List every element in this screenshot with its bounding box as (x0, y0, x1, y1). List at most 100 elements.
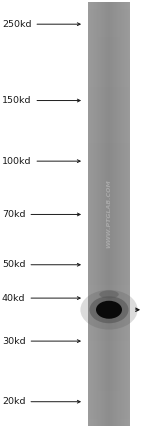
Bar (88, 45, 130, 51)
Bar (118, 2, 119, 426)
Bar (88, 334, 130, 341)
Bar (129, 2, 130, 426)
Bar (88, 172, 130, 178)
Bar (94, 2, 95, 426)
Ellipse shape (99, 291, 119, 298)
Text: WWW.PTGLAB.COM: WWW.PTGLAB.COM (106, 180, 111, 248)
Bar (88, 256, 130, 264)
Bar (88, 101, 130, 108)
Bar (88, 129, 130, 136)
Bar (88, 143, 130, 150)
Bar (120, 2, 121, 426)
Bar (100, 2, 101, 426)
Bar (102, 2, 103, 426)
Bar (91, 2, 92, 426)
Bar (97, 2, 98, 426)
Bar (88, 122, 130, 129)
Bar (127, 2, 128, 426)
Bar (88, 398, 130, 405)
Bar (88, 16, 130, 23)
Bar (111, 2, 112, 426)
Bar (88, 87, 130, 94)
Ellipse shape (80, 290, 138, 330)
Bar (101, 2, 102, 426)
Bar (88, 348, 130, 355)
Bar (88, 73, 130, 80)
Bar (88, 363, 130, 369)
Bar (88, 369, 130, 377)
Bar (116, 2, 117, 426)
Bar (88, 150, 130, 158)
Bar (99, 2, 100, 426)
Bar (88, 164, 130, 172)
Bar (115, 2, 116, 426)
Bar (88, 250, 130, 256)
Bar (88, 136, 130, 143)
Text: 30kd: 30kd (2, 336, 80, 345)
Bar (88, 405, 130, 412)
Bar (104, 2, 105, 426)
Bar (96, 2, 97, 426)
Bar (88, 207, 130, 214)
Text: 40kd: 40kd (2, 294, 80, 303)
Bar (103, 2, 104, 426)
Bar (90, 2, 91, 426)
Bar (88, 186, 130, 193)
Bar (117, 2, 118, 426)
Bar (88, 327, 130, 334)
Bar (98, 2, 99, 426)
Bar (88, 278, 130, 285)
Bar (113, 2, 114, 426)
Bar (88, 419, 130, 426)
Bar (125, 2, 126, 426)
Ellipse shape (90, 296, 129, 323)
Bar (88, 51, 130, 59)
Bar (88, 200, 130, 207)
Bar (110, 2, 111, 426)
Bar (88, 228, 130, 235)
Bar (88, 242, 130, 250)
Bar (126, 2, 127, 426)
Bar (88, 341, 130, 348)
Bar (88, 65, 130, 73)
Bar (88, 37, 130, 45)
Bar (88, 235, 130, 242)
Text: 100kd: 100kd (2, 157, 80, 166)
Text: 20kd: 20kd (2, 397, 80, 406)
Bar (88, 383, 130, 391)
Bar (106, 2, 107, 426)
Bar (105, 2, 106, 426)
Bar (88, 299, 130, 306)
Bar (88, 306, 130, 313)
Bar (88, 313, 130, 320)
Bar (93, 2, 94, 426)
Bar (88, 9, 130, 16)
Bar (89, 2, 90, 426)
Bar (95, 2, 96, 426)
Bar (88, 80, 130, 87)
Bar (88, 355, 130, 363)
Text: 70kd: 70kd (2, 210, 80, 219)
Ellipse shape (96, 301, 122, 319)
Bar (88, 412, 130, 419)
Bar (88, 2, 130, 9)
Bar (114, 2, 115, 426)
Bar (88, 377, 130, 383)
Bar (88, 23, 130, 30)
Bar (88, 94, 130, 101)
Bar (88, 59, 130, 65)
Text: 250kd: 250kd (2, 20, 80, 29)
Bar (88, 292, 130, 299)
Bar (88, 221, 130, 228)
Bar (92, 2, 93, 426)
Bar (88, 115, 130, 122)
Bar (88, 214, 130, 221)
Bar (88, 108, 130, 115)
Bar (107, 2, 108, 426)
Bar (88, 193, 130, 200)
Bar (88, 270, 130, 278)
Bar (108, 2, 109, 426)
Bar (124, 2, 125, 426)
Bar (88, 2, 89, 426)
Bar (88, 30, 130, 37)
